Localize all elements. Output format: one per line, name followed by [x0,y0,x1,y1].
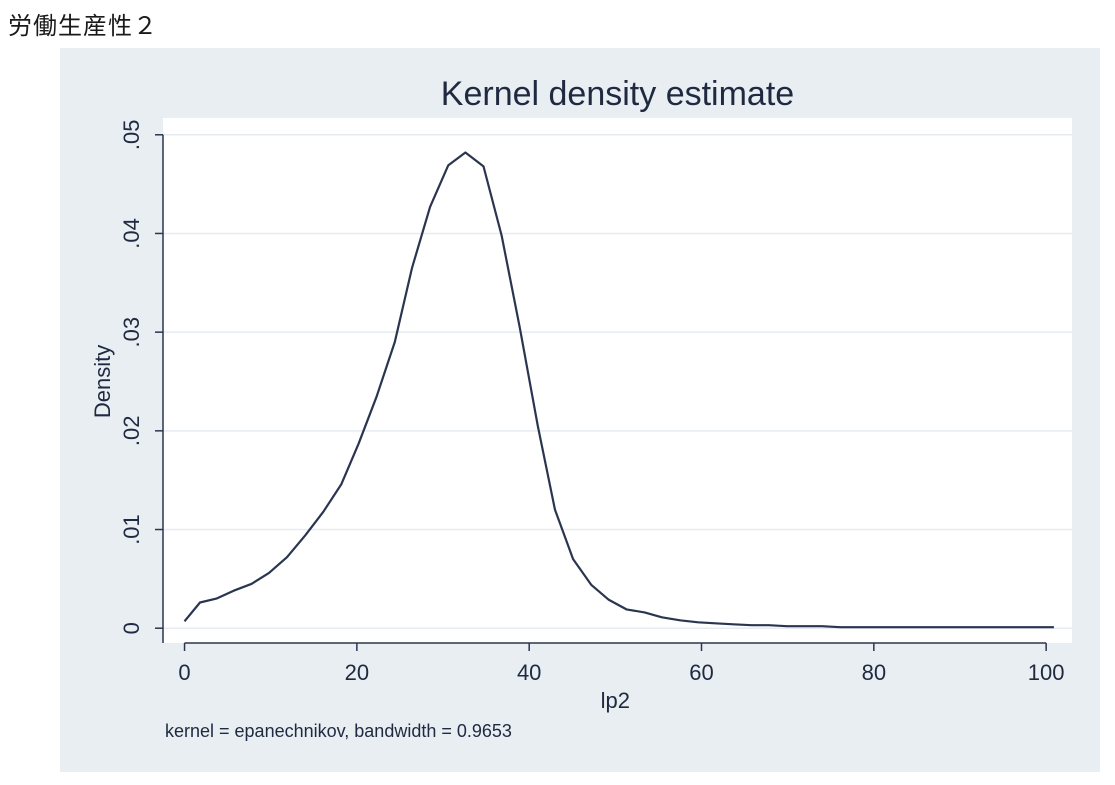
y-axis-label: Density [90,345,115,418]
x-tick-label: 40 [517,660,541,685]
chart-title: Kernel density estimate [441,75,794,113]
x-tick-label: 0 [178,660,190,685]
y-tick-label: .05 [119,119,144,150]
plot-area [163,118,1072,643]
density-curve [183,151,1054,629]
kernel-note: kernel = epanechnikov, bandwidth = 0.965… [165,721,512,741]
x-tick-label: 100 [1028,660,1065,685]
page-heading: 労働生産性２ [8,12,158,40]
x-axis-label: lp2 [601,688,630,713]
y-tick-label: .03 [119,317,144,348]
y-tick-label: .02 [119,416,144,447]
x-tick-label: 20 [345,660,369,685]
axes [155,134,1047,651]
y-tick-label: .04 [119,218,144,249]
x-tick-label: 80 [862,660,886,685]
y-tick-label: .01 [119,514,144,545]
y-tick-label: 0 [119,622,144,634]
x-tick-label: 60 [689,660,713,685]
tick-labels: 0 .01 .02 .03 .04 .05 0 20 40 60 80 100 [119,119,1065,685]
grid-lines [163,134,1072,629]
